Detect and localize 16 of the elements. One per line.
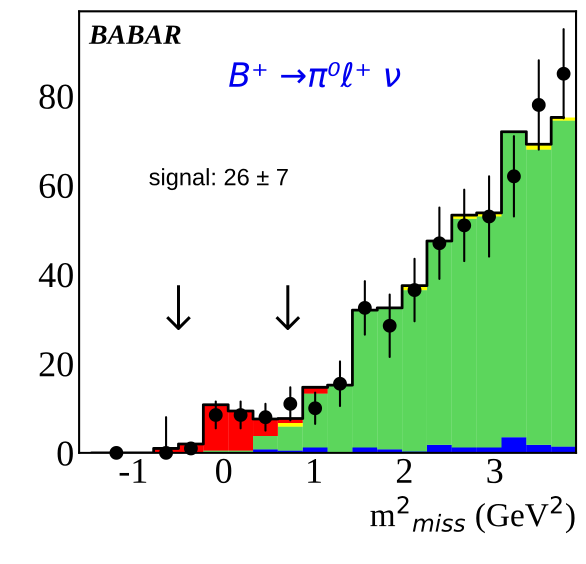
y-tick-label: 0 <box>58 441 73 466</box>
x-tick-label: 3 <box>487 458 502 484</box>
annotation: signal: 26 ± 7 <box>149 168 288 190</box>
x-tick-label: -1 <box>120 458 146 483</box>
y-tick-label: 40 <box>38 262 73 288</box>
annotation: B⁺ →π⁰ℓ⁺ ν <box>229 62 400 88</box>
y-tick-label: 20 <box>40 352 73 377</box>
annotation: ↓ <box>166 285 191 330</box>
x-tick-label: 0 <box>216 458 232 484</box>
x-axis-title: m$^{2}$$_{miss}$ (GeV$^{2}$) <box>370 496 575 534</box>
annotation: BABAR <box>88 25 181 44</box>
x-tick-label: 2 <box>396 458 412 483</box>
y-tick-label: 80 <box>40 84 73 109</box>
annotation: ↓ <box>275 285 300 330</box>
x-tick-label: 1 <box>308 458 321 483</box>
y-tick-label: 60 <box>40 174 73 198</box>
